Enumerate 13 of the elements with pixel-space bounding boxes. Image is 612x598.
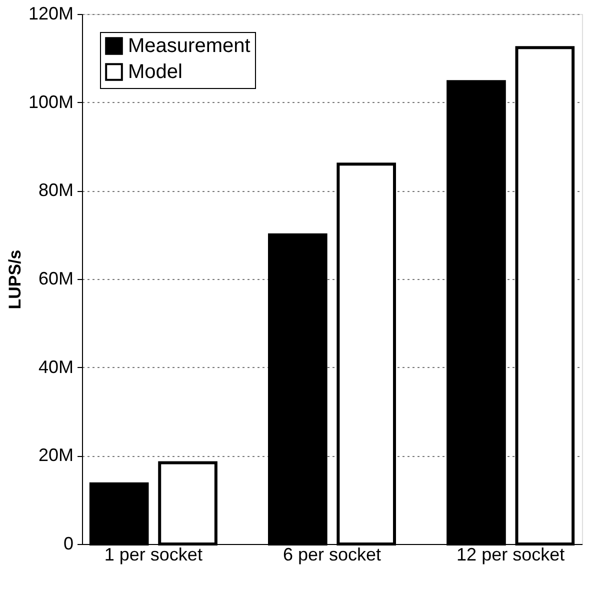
legend-label: Model [128,61,182,83]
y-tick-label: 120M [28,4,74,24]
y-tick-label: 100M [28,92,74,112]
x-tick-label: 1 per socket [104,544,202,564]
x-tick-label: 6 per socket [282,544,382,564]
y-tick-label: 60M [38,268,74,288]
y-tick-label: 80M [38,180,74,200]
legend-label: Measurement [128,35,251,57]
y-tick-label: 0 [63,534,74,554]
y-tick-label: 20M [38,445,74,466]
x-tick-label: 12 per socket [456,544,565,564]
y-tick-label: 40M [38,356,74,377]
y-axis-title: LUPS/s [5,250,24,310]
